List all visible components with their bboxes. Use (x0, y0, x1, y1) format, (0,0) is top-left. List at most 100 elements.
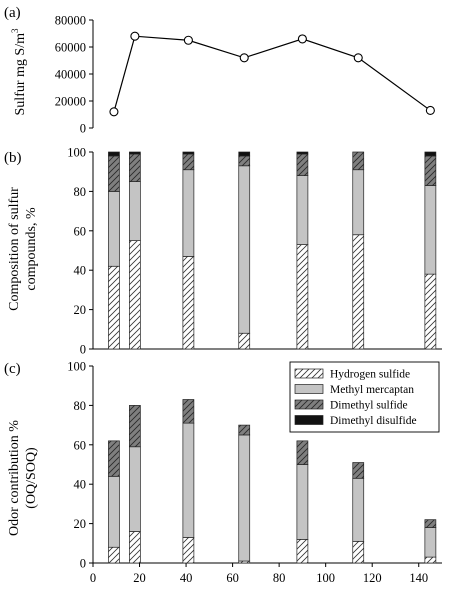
hydrogen-sulfide-bar-segment (129, 240, 141, 350)
legend: Hydrogen sulfide Methyl mercaptan Dimethyl… (289, 361, 440, 433)
y-tick-label: 40 (74, 264, 87, 278)
y-tick-label: 100 (67, 360, 86, 374)
dimethyl-sulfide-bar-segment (424, 155, 437, 186)
hydrogen-sulfide-bar-segment (108, 265, 120, 350)
hydrogen-sulfide-bar-segment (238, 332, 251, 350)
methyl-mercaptan-bar-segment (129, 181, 141, 242)
panel-a: (a) Sulfur mg S/m3 0 20000 40000 60000 80000 (4, 5, 435, 136)
y-tick-label: 60 (74, 438, 87, 452)
sulfur-data-point (239, 53, 249, 63)
legend-swatch-methyl-mercaptan (294, 384, 324, 394)
panel-c-plot: 0 20 40 60 80 100 0 20 40 60 80 100 120 140 (67, 360, 442, 585)
sulfur-data-point (130, 31, 140, 41)
dimethyl-disulfide-bar-segment (108, 151, 120, 157)
methyl-mercaptan-bar-segment (424, 527, 437, 558)
methyl-mercaptan-bar-segment (352, 477, 365, 542)
dimethyl-sulfide-bar-segment (296, 153, 309, 176)
y-tick-label: 60000 (55, 41, 86, 55)
y-tick-label: 80000 (55, 14, 86, 28)
panel-c-tag: (c) (4, 361, 21, 377)
dimethyl-sulfide-bar-segment (108, 440, 120, 477)
methyl-mercaptan-bar-segment (238, 165, 251, 334)
sulfur-data-point (425, 105, 435, 115)
y-tick-label: 20000 (55, 95, 86, 109)
panel-a-tag: (a) (4, 5, 21, 21)
x-tick-label: 60 (226, 571, 239, 585)
hydrogen-sulfide-bar-segment (182, 256, 195, 350)
methyl-mercaptan-bar-segment (182, 169, 195, 257)
dimethyl-sulfide-bar-segment (296, 440, 309, 465)
hydrogen-sulfide-bar-segment (108, 546, 120, 564)
x-tick-label: 100 (316, 571, 335, 585)
sulfur-data-point (109, 107, 119, 117)
hydrogen-sulfide-bar-segment (352, 234, 365, 350)
y-tick-label: 40 (74, 478, 87, 492)
methyl-mercaptan-bar-segment (424, 185, 437, 275)
x-tick-label: 140 (409, 571, 428, 585)
hydrogen-sulfide-bar-segment (296, 539, 309, 564)
panel-c-y-axis-label: Odor contribution % (OQ/SOQ) (7, 420, 39, 536)
hydrogen-sulfide-bar-segment (424, 273, 437, 350)
hydrogen-sulfide-bar-segment (182, 537, 195, 564)
dimethyl-disulfide-bar-segment (238, 151, 251, 157)
methyl-mercaptan-bar-segment (296, 175, 309, 245)
y-tick-label: 20 (74, 517, 87, 531)
sulfur-data-point (183, 35, 193, 45)
legend-label: Dimethyl sulfide (330, 400, 408, 412)
panel-c-y-axis-label-line2: (OQ/SOQ) (24, 447, 39, 509)
dimethyl-disulfide-bar-segment (182, 151, 195, 155)
legend-label: Methyl mercaptan (330, 384, 414, 396)
methyl-mercaptan-bar-segment (296, 464, 309, 540)
dimethyl-sulfide-bar-segment (352, 462, 365, 479)
sulfur-data-point (297, 34, 307, 44)
methyl-mercaptan-bar-segment (182, 422, 195, 538)
x-tick-label: 120 (363, 571, 382, 585)
methyl-mercaptan-bar-segment (129, 446, 141, 532)
dimethyl-sulfide-bar-segment (182, 153, 195, 171)
legend-label: Hydrogen sulfide (330, 369, 410, 381)
panel-b-y-axis-label-line1: Composition of sulfur (7, 187, 22, 311)
y-tick-label: 20 (74, 303, 87, 317)
y-tick-label: 80 (74, 185, 87, 199)
panel-c-y-axis-label-line1: Odor contribution % (7, 420, 22, 536)
y-tick-label: 80 (74, 399, 87, 413)
dimethyl-disulfide-bar-segment (296, 151, 309, 155)
hydrogen-sulfide-bar-segment (424, 556, 437, 564)
panel-b: (b) Composition of sulfur compounds, % 0… (4, 146, 442, 357)
y-tick-label: 100 (67, 146, 86, 160)
y-tick-label: 0 (80, 343, 86, 357)
panel-a-y-axis-label: Sulfur mg S/m3 (10, 28, 28, 115)
methyl-mercaptan-bar-segment (352, 169, 365, 236)
panel-b-y-axis-label-line2: compounds, % (24, 207, 39, 291)
dimethyl-disulfide-bar-segment (424, 151, 437, 157)
panel-b-y-axis-label: Composition of sulfur compounds, % (7, 187, 39, 311)
y-tick-label: 60 (74, 224, 87, 238)
methyl-mercaptan-bar-segment (108, 475, 120, 548)
dimethyl-sulfide-bar-segment (182, 399, 195, 424)
x-tick-label: 0 (90, 571, 96, 585)
methyl-mercaptan-bar-segment (238, 434, 251, 562)
dimethyl-sulfide-bar-segment (238, 155, 251, 167)
legend-swatch-dimethyl-sulfide (294, 399, 324, 410)
sulfur-data-point (353, 53, 363, 63)
dimethyl-sulfide-bar-segment (108, 155, 120, 192)
y-tick-label: 0 (80, 122, 86, 136)
panel-c: (c) Odor contribution % (OQ/SOQ) 0 20 40 60… (4, 360, 442, 585)
dimethyl-disulfide-bar-segment (129, 151, 141, 155)
panel-a-y-axis-label-superscript: 3 (10, 28, 20, 33)
dimethyl-sulfide-bar-segment (352, 151, 365, 171)
hydrogen-sulfide-bar-segment (352, 540, 365, 564)
panel-b-tag: (b) (4, 150, 22, 166)
panel-a-plot: 0 20000 40000 60000 80000 (55, 14, 435, 136)
hydrogen-sulfide-bar-segment (296, 244, 309, 350)
legend-swatch-hydrogen-sulfide (294, 368, 324, 379)
methyl-mercaptan-bar-segment (108, 191, 120, 267)
hydrogen-sulfide-bar-segment (129, 531, 141, 564)
x-tick-label: 20 (133, 571, 146, 585)
legend-swatch-dimethyl-disulfide (294, 415, 324, 425)
panel-b-plot: 0 20 40 60 80 100 (67, 146, 442, 357)
y-tick-label: 40000 (55, 68, 86, 82)
x-tick-label: 80 (273, 571, 286, 585)
x-tick-label: 40 (180, 571, 193, 585)
